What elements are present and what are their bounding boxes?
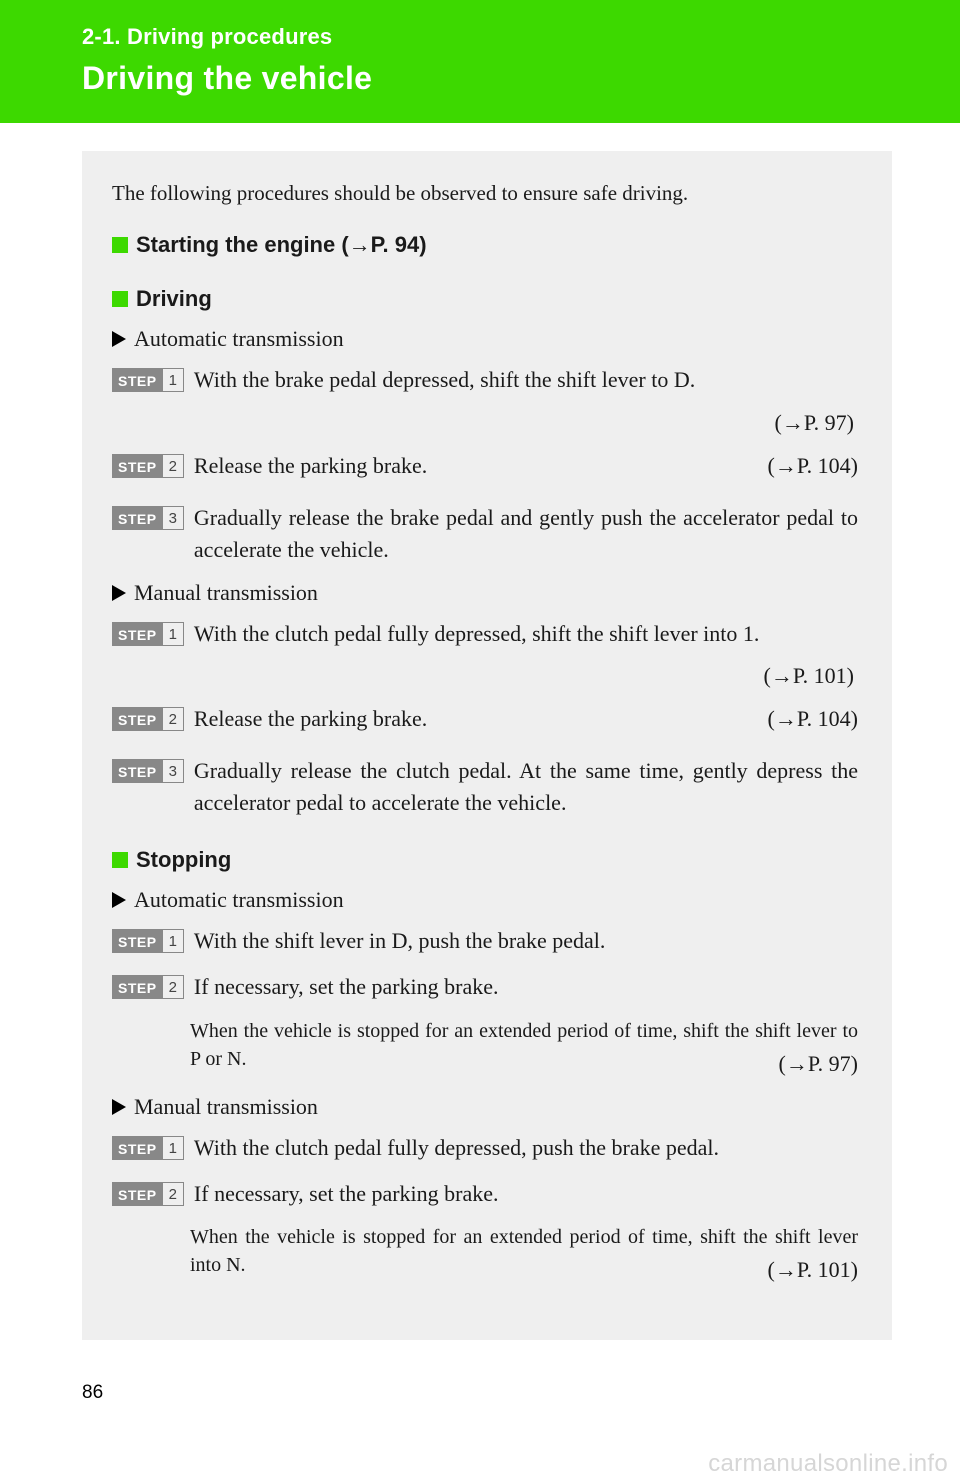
step-num: 2 [162, 707, 184, 731]
driving-manual-step1-pref: (→P. 101) [112, 663, 858, 689]
step-text: With the clutch pedal fully depressed, p… [194, 1132, 858, 1164]
step-num: 1 [162, 929, 184, 953]
heading-driving: Driving [112, 286, 858, 312]
driving-manual-step1: STEP 1 With the clutch pedal fully depre… [112, 618, 858, 650]
step-text-body: Release the parking brake. [194, 450, 427, 482]
step-badge: STEP 1 [112, 1136, 184, 1160]
step-num: 3 [162, 506, 184, 530]
step-word: STEP [112, 622, 163, 646]
heading-starting-label: Starting the engine (→P. 94) [136, 232, 427, 258]
triangle-bullet-icon [112, 585, 126, 601]
triangle-bullet-icon [112, 1099, 126, 1115]
driving-manual-step2: STEP 2 Release the parking brake. (→P. 1… [112, 703, 858, 735]
step-badge: STEP 1 [112, 368, 184, 392]
stopping-manual-step1: STEP 1 With the clutch pedal fully depre… [112, 1132, 858, 1164]
intro-text: The following procedures should be obser… [112, 181, 858, 206]
step-num: 1 [162, 368, 184, 392]
driving-manual-label: Manual transmission [112, 580, 858, 606]
step-text: If necessary, set the parking brake. [194, 1178, 858, 1210]
stopping-manual-label: Manual transmission [112, 1094, 858, 1120]
stopping-auto-step2: STEP 2 If necessary, set the parking bra… [112, 971, 858, 1003]
bullet-square-icon [112, 852, 128, 868]
triangle-bullet-icon [112, 892, 126, 908]
stopping-auto-label-text: Automatic transmission [134, 887, 344, 913]
heading-stopping: Stopping [112, 847, 858, 873]
page-ref: (→P. 104) [768, 450, 858, 482]
stopping-manual-note: When the vehicle is stopped for an exten… [190, 1223, 858, 1286]
stopping-auto-note: When the vehicle is stopped for an exten… [190, 1017, 858, 1080]
section-label: 2-1. Driving procedures [82, 24, 960, 50]
driving-auto-label-text: Automatic transmission [134, 326, 344, 352]
step-num: 1 [162, 622, 184, 646]
stopping-auto-label: Automatic transmission [112, 887, 858, 913]
step-num: 1 [162, 1136, 184, 1160]
page-ref: (→P. 101) [768, 1255, 858, 1286]
step-word: STEP [112, 975, 163, 999]
step-num: 2 [162, 975, 184, 999]
step-badge: STEP 1 [112, 622, 184, 646]
bullet-square-icon [112, 237, 128, 253]
step-badge: STEP 2 [112, 1182, 184, 1206]
header-band: 2-1. Driving procedures Driving the vehi… [0, 0, 960, 123]
step-text: With the clutch pedal fully depressed, s… [194, 618, 858, 650]
triangle-bullet-icon [112, 331, 126, 347]
driving-manual-step3: STEP 3 Gradually release the clutch peda… [112, 755, 858, 819]
step-word: STEP [112, 368, 163, 392]
content-box: The following procedures should be obser… [82, 151, 892, 1340]
page-title: Driving the vehicle [82, 60, 960, 97]
driving-auto-step3: STEP 3 Gradually release the brake pedal… [112, 502, 858, 566]
page-number: 86 [82, 1382, 103, 1404]
step-num: 3 [162, 759, 184, 783]
step-badge: STEP 3 [112, 506, 184, 530]
step-text-body: Release the parking brake. [194, 703, 427, 735]
step-badge: STEP 3 [112, 759, 184, 783]
step-text: Gradually release the clutch pedal. At t… [194, 755, 858, 819]
step-word: STEP [112, 759, 163, 783]
note-text: When the vehicle is stopped for an exten… [190, 1017, 858, 1073]
step-text: With the brake pedal depressed, shift th… [194, 364, 858, 396]
watermark: carmanualsonline.info [708, 1450, 948, 1478]
driving-manual-label-text: Manual transmission [134, 580, 318, 606]
step-word: STEP [112, 506, 163, 530]
heading-starting: Starting the engine (→P. 94) [112, 232, 858, 258]
page-ref: (→P. 104) [768, 703, 858, 735]
step-badge: STEP 2 [112, 975, 184, 999]
stopping-manual-step2: STEP 2 If necessary, set the parking bra… [112, 1178, 858, 1210]
step-word: STEP [112, 1182, 163, 1206]
step-word: STEP [112, 1136, 163, 1160]
step-badge: STEP 1 [112, 929, 184, 953]
step-word: STEP [112, 929, 163, 953]
step-text: Release the parking brake. (→P. 104) [194, 703, 858, 735]
stopping-auto-step1: STEP 1 With the shift lever in D, push t… [112, 925, 858, 957]
step-badge: STEP 2 [112, 707, 184, 731]
step-text: With the shift lever in D, push the brak… [194, 925, 858, 957]
page-ref: (→P. 97) [779, 1049, 858, 1080]
step-text: If necessary, set the parking brake. [194, 971, 858, 1003]
step-num: 2 [162, 454, 184, 478]
stopping-manual-label-text: Manual transmission [134, 1094, 318, 1120]
heading-stopping-label: Stopping [136, 847, 231, 873]
driving-auto-step1-pref: (→P. 97) [112, 410, 858, 436]
step-word: STEP [112, 454, 163, 478]
step-num: 2 [162, 1182, 184, 1206]
note-text: When the vehicle is stopped for an exten… [190, 1223, 858, 1279]
bullet-square-icon [112, 291, 128, 307]
step-text: Release the parking brake. (→P. 104) [194, 450, 858, 482]
driving-auto-step2: STEP 2 Release the parking brake. (→P. 1… [112, 450, 858, 482]
step-text: Gradually release the brake pedal and ge… [194, 502, 858, 566]
driving-auto-step1: STEP 1 With the brake pedal depressed, s… [112, 364, 858, 396]
heading-driving-label: Driving [136, 286, 212, 312]
driving-auto-label: Automatic transmission [112, 326, 858, 352]
step-word: STEP [112, 707, 163, 731]
step-badge: STEP 2 [112, 454, 184, 478]
